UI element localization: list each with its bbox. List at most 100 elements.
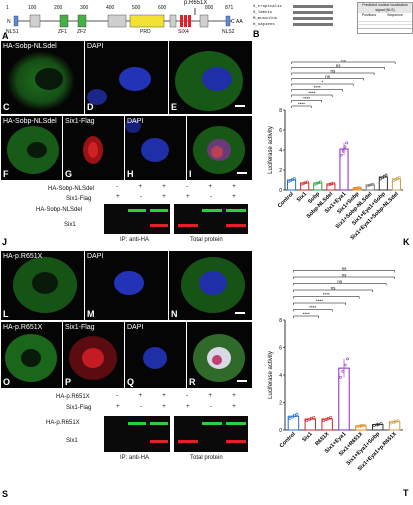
significance-label: ns (337, 279, 343, 284)
panel-letter-m: M (87, 309, 95, 319)
label-dapi-3: DAPI (87, 253, 104, 260)
band (150, 209, 168, 212)
species-list: X_tropicalis X_laevis M_musculus H_sapie… (253, 4, 333, 28)
data-point (343, 363, 347, 367)
band (226, 224, 246, 227)
micro-panel-r: R (187, 322, 252, 388)
panel-letter-t: T (403, 488, 409, 498)
n-terminus-label: N (7, 19, 11, 25)
blot-j-row2-signs: + - + + - + (116, 194, 236, 200)
panel-letter-s: S (2, 489, 9, 499)
nls-prediction-table: Predicted nuclear localization signal (N… (357, 2, 413, 34)
y-tick-label: 2 (279, 401, 282, 407)
significance-bracket (293, 315, 319, 318)
domain-label-nls2: NLS2 (222, 29, 235, 35)
blot-j-band1-label: HA-Sobp-NLSdel (36, 207, 83, 213)
panel-letter-i: I (189, 169, 192, 179)
panel-letter-l: L (3, 309, 9, 319)
significance-bracket (291, 83, 354, 86)
band (128, 422, 146, 425)
data-point (339, 376, 342, 379)
data-point (341, 369, 345, 373)
significance-bracket (293, 270, 395, 273)
significance-label: ns (325, 74, 331, 79)
significance-bracket (291, 100, 322, 103)
significance-bracket (293, 302, 346, 305)
blot-j-total-membrane (174, 204, 248, 234)
micro-panel-o: HA-p.R651X O (1, 322, 62, 388)
data-point (345, 141, 349, 145)
micro-panel-h: DAPI H (125, 116, 186, 180)
domain-label-prd: PRD (140, 29, 151, 35)
significance-label: ns (336, 63, 342, 68)
label-six1-flag-2: Six1-Flag (65, 324, 95, 331)
scale-bar-4 (237, 380, 247, 382)
domain-prd (129, 14, 165, 28)
species-row: M_musculus (253, 17, 278, 21)
domain-label-nls1: NLS1 (6, 29, 19, 35)
micro-panel-l: HA-p.R651X L (1, 251, 84, 320)
blot-s-band1-label: HA-p.R651X (46, 420, 80, 426)
blot-s-row2-label: Six1-Flag (66, 405, 92, 411)
band (128, 209, 146, 212)
data-point (339, 153, 343, 157)
micro-panel-q: DAPI Q (125, 322, 186, 388)
significance-bracket (293, 296, 360, 299)
panel-b: X_tropicalis X_laevis M_musculus H_sapie… (253, 0, 413, 39)
significance-label: ns (342, 266, 348, 271)
significance-bracket (291, 105, 312, 108)
data-point (384, 173, 388, 177)
species-row: H_sapiens (253, 23, 275, 27)
blot-s-row1-label: HA-p.R651X (56, 394, 90, 400)
data-point (389, 421, 393, 425)
table-col-sequence: Sequence (387, 13, 403, 17)
label-dapi-4: DAPI (127, 324, 144, 331)
significance-label: * (321, 79, 323, 84)
band (178, 440, 198, 443)
domain-six4-a (180, 15, 183, 27)
significance-label: **** (308, 90, 315, 95)
table-header: Predicted nuclear localization signal (N… (358, 3, 412, 13)
y-tick-label: 6 (279, 346, 282, 352)
panel-letter-f: F (3, 169, 9, 179)
tick-300: 300 (80, 5, 89, 11)
panel-j: HA-Sobp-NLSdel Six1-Flag - + + - + + + - + + - +… (0, 182, 252, 248)
table-col-positions: Positions (361, 13, 377, 17)
significance-bracket (293, 283, 387, 286)
data-point (379, 177, 383, 181)
data-point (329, 415, 333, 419)
y-tick-label: 6 (279, 128, 282, 134)
domain-six4-c (188, 15, 191, 27)
panel-letter-c: C (3, 102, 10, 112)
significance-bracket (291, 94, 333, 97)
micro-panel-c: HA-Sobp-NLSdel C (1, 41, 84, 114)
micro-panel-f: HA-Sobp-NLSdel F (1, 116, 62, 180)
band (226, 422, 246, 425)
band (202, 422, 222, 425)
significance-bracket (293, 309, 333, 312)
data-point (305, 419, 309, 423)
chart-t: 0 2 4 6 8 Luciferase activity Control Six1 R651X… (255, 255, 413, 500)
y-tick-label: 2 (279, 168, 282, 174)
domain-box-3 (169, 14, 177, 28)
panel-letter-n: N (171, 309, 178, 319)
label-dapi: DAPI (87, 43, 104, 50)
domain-label-zf1: ZF1 (58, 29, 67, 35)
significance-label: ns (342, 272, 348, 277)
panel-letter-g: G (65, 169, 73, 179)
data-point (319, 180, 322, 184)
label-ha-r651x: HA-p.R651X (3, 253, 43, 260)
data-point (397, 175, 401, 179)
blot-j-row2-label: Six1-Flag (66, 196, 92, 202)
chart-k: 0 2 4 6 8 Luciferase activity Control Six1 Sobp S… (255, 57, 413, 248)
mutation-label: p.R651X (184, 0, 208, 6)
data-point (292, 177, 296, 180)
band (150, 440, 168, 443)
panel-s: HA-p.R651X Six1-Flag - + + - + + + - + + - + HA-… (0, 390, 252, 500)
significance-label: **** (323, 292, 330, 297)
panel-letter-p: P (65, 377, 72, 387)
species-row: X_tropicalis (253, 5, 282, 9)
blot-j-band2-label: Six1 (64, 222, 76, 228)
data-point (322, 419, 326, 423)
data-point (362, 423, 366, 427)
